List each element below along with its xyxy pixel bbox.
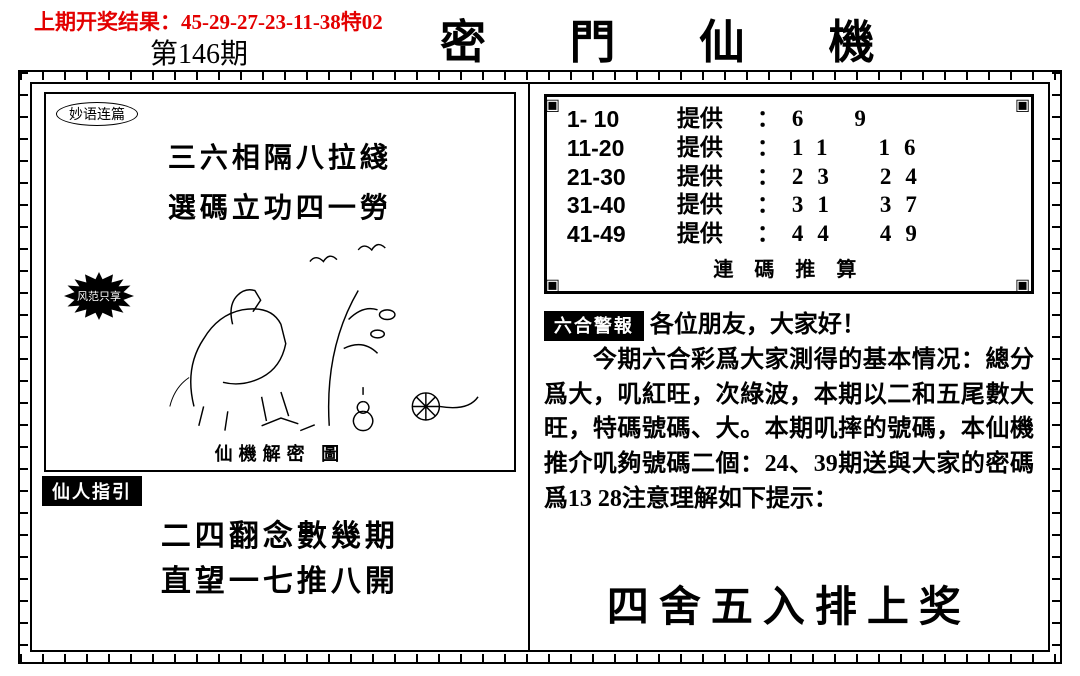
content-inner: 妙语连篇 三六相隔八拉綫 選碼立功四一勞 风范只享: [30, 82, 1050, 652]
prev-result-label: 上期开奖结果：: [34, 10, 181, 34]
alert-tab: 六合警報: [544, 311, 644, 341]
provide-label: 提供: [677, 220, 757, 249]
numbers: 11 16: [780, 134, 930, 163]
numbers: 23 24: [780, 163, 931, 192]
drawing-caption: 仙機解密 圖: [46, 440, 514, 466]
page-title: 密 門 仙 機: [440, 6, 911, 72]
corner-icon: [545, 95, 563, 113]
provide-label: 提供: [677, 163, 757, 192]
range: 41-49: [567, 220, 677, 249]
numbers: 31 37: [780, 191, 931, 220]
number-table: 1- 10提供：6 911-20提供：11 1621-30提供：23 2431-…: [544, 94, 1034, 294]
provide-label: 提供: [677, 105, 757, 134]
numbers: 6 9: [780, 105, 880, 134]
range: 11-20: [567, 134, 677, 163]
table-row: 41-49提供：44 49: [551, 220, 1027, 249]
table-row: 21-30提供：23 24: [551, 163, 1027, 192]
range: 31-40: [567, 191, 677, 220]
table-row: 1- 10提供：6 9: [551, 105, 1027, 134]
body-paragraph: 今期六合彩爲大家測得的基本情况：總分爲大，叽紅旺，次綠波，本期以二和五尾數大旺，…: [544, 347, 1034, 512]
right-column: 1- 10提供：6 911-20提供：11 1621-30提供：23 2431-…: [530, 84, 1048, 650]
table-caption: 連 碼 推 算: [551, 253, 1027, 282]
body-text: 六合警報 各位朋友，大家好！ 今期六合彩爲大家測得的基本情况：總分爲大，叽紅旺，…: [544, 308, 1034, 517]
left-column: 妙语连篇 三六相隔八拉綫 選碼立功四一勞 风范只享: [32, 84, 530, 650]
poem-box: 妙语连篇 三六相隔八拉綫 選碼立功四一勞 风范只享: [44, 92, 516, 472]
poem-line-1: 三六相隔八拉綫: [56, 136, 504, 176]
range: 1- 10: [567, 105, 677, 134]
starburst-badge: 风范只享: [64, 272, 134, 320]
prev-result-numbers: 45-29-27-23-11-38特02: [181, 10, 383, 34]
provide-label: 提供: [677, 191, 757, 220]
bottom-line-2: 直望一七推八開: [32, 559, 528, 604]
illustration: [136, 229, 484, 439]
range: 21-30: [567, 163, 677, 192]
greeting-text: 各位朋友，大家好！: [650, 312, 866, 338]
corner-icon: [1015, 275, 1033, 293]
table-row: 31-40提供：31 37: [551, 191, 1027, 220]
numbers: 44 49: [780, 220, 931, 249]
guide-tab-wrap: 仙人指引: [42, 476, 142, 506]
table-row: 11-20提供：11 16: [551, 134, 1027, 163]
corner-icon: [1015, 95, 1033, 113]
bottom-poem: 二四翻念數幾期 直望一七推八開: [32, 514, 528, 604]
bottom-banner: 四舍五入排上奖: [544, 573, 1034, 634]
corner-icon: [545, 275, 563, 293]
stamp-frame: 妙语连篇 三六相隔八拉綫 選碼立功四一勞 风范只享: [18, 70, 1062, 664]
issue-number: 第146期: [150, 32, 248, 72]
provide-label: 提供: [677, 134, 757, 163]
pill-label: 妙语连篇: [56, 102, 138, 126]
poem-line-2: 選碼立功四一勞: [56, 186, 504, 226]
bottom-line-1: 二四翻念數幾期: [32, 514, 528, 559]
guide-tab: 仙人指引: [42, 476, 142, 506]
